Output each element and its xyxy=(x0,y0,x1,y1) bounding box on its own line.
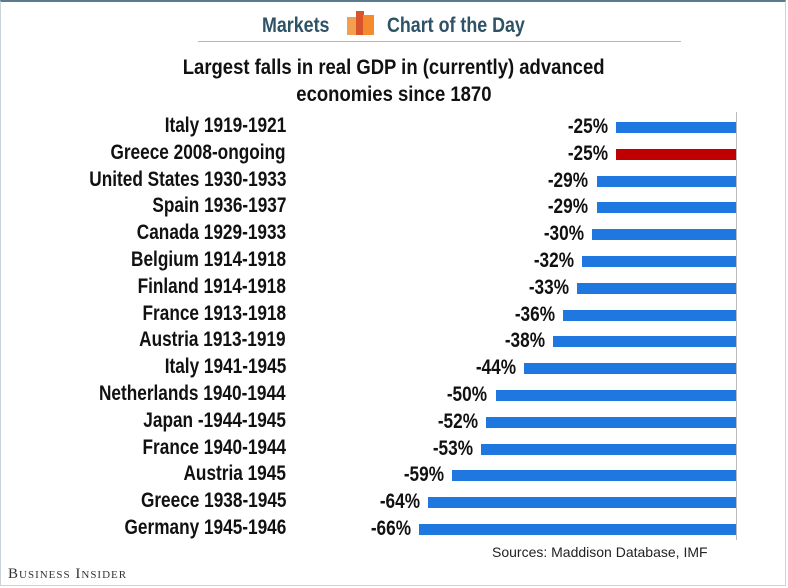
header: Markets Chart of the Day xyxy=(0,6,788,40)
data-label: -53% xyxy=(432,436,474,460)
data-label: -50% xyxy=(447,383,488,406)
bar xyxy=(562,309,736,321)
chart-logo-icon xyxy=(347,11,374,35)
bar xyxy=(577,282,736,294)
category-label: Canada 1929-1933 xyxy=(136,221,286,245)
category-label: Japan -1944-1945 xyxy=(143,408,286,432)
category-label: Italy 1919-1921 xyxy=(164,114,286,137)
data-label: -38% xyxy=(505,329,546,353)
chart-title-line-2: economies since 1870 xyxy=(296,83,492,106)
category-label: Austria 1945 xyxy=(183,462,286,486)
bar xyxy=(495,390,736,401)
category-label: Netherlands 1940-1944 xyxy=(99,382,286,405)
category-label: Belgium 1914-1918 xyxy=(130,248,286,271)
data-label: -66% xyxy=(370,517,411,540)
category-label: France 1913-1918 xyxy=(142,301,286,325)
data-label: -30% xyxy=(543,222,584,246)
data-label: -59% xyxy=(404,463,445,487)
category-label: France 1940-1944 xyxy=(142,435,286,459)
category-label: Spain 1936-1937 xyxy=(151,194,286,218)
business-insider-logo: Business Insider xyxy=(8,566,128,582)
bar xyxy=(591,229,736,241)
category-label: United States 1930-1933 xyxy=(88,167,286,191)
category-label: Austria 1913-1919 xyxy=(139,328,286,352)
bar xyxy=(596,175,736,187)
category-label: Germany 1945-1946 xyxy=(124,516,286,539)
data-label: -64% xyxy=(379,490,421,514)
bar xyxy=(596,202,736,214)
bar xyxy=(485,416,736,428)
bar xyxy=(452,470,736,482)
category-label: Greece 1938-1945 xyxy=(140,489,286,513)
bar xyxy=(524,363,736,375)
bar xyxy=(615,122,736,133)
bar xyxy=(582,256,736,267)
category-label: Italy 1941-1945 xyxy=(164,355,286,379)
zero-axis xyxy=(736,112,737,540)
category-label: Greece 2008-ongoing xyxy=(110,140,286,164)
data-label: -32% xyxy=(533,249,575,272)
data-label: -33% xyxy=(529,275,570,299)
data-label: -29% xyxy=(548,168,589,192)
data-label: -44% xyxy=(476,356,517,380)
source-note: Sources: Maddison Database, IMF xyxy=(492,544,708,560)
data-label: -25% xyxy=(567,115,608,138)
bar xyxy=(428,497,736,509)
bar xyxy=(481,443,736,455)
chart-of-the-day-label: Chart of the Day xyxy=(387,14,525,37)
category-label: Finland 1914-1918 xyxy=(137,274,286,298)
bar xyxy=(418,524,736,535)
markets-label: Markets xyxy=(262,14,330,37)
data-label: -52% xyxy=(437,409,478,433)
bar-highlighted xyxy=(615,148,736,160)
data-label: -25% xyxy=(567,141,608,165)
chart-title-line-1: Largest falls in real GDP in (currently)… xyxy=(183,56,605,79)
header-divider xyxy=(198,41,681,42)
data-label: -36% xyxy=(514,302,555,326)
data-label: -29% xyxy=(548,195,589,219)
bar xyxy=(553,336,736,348)
